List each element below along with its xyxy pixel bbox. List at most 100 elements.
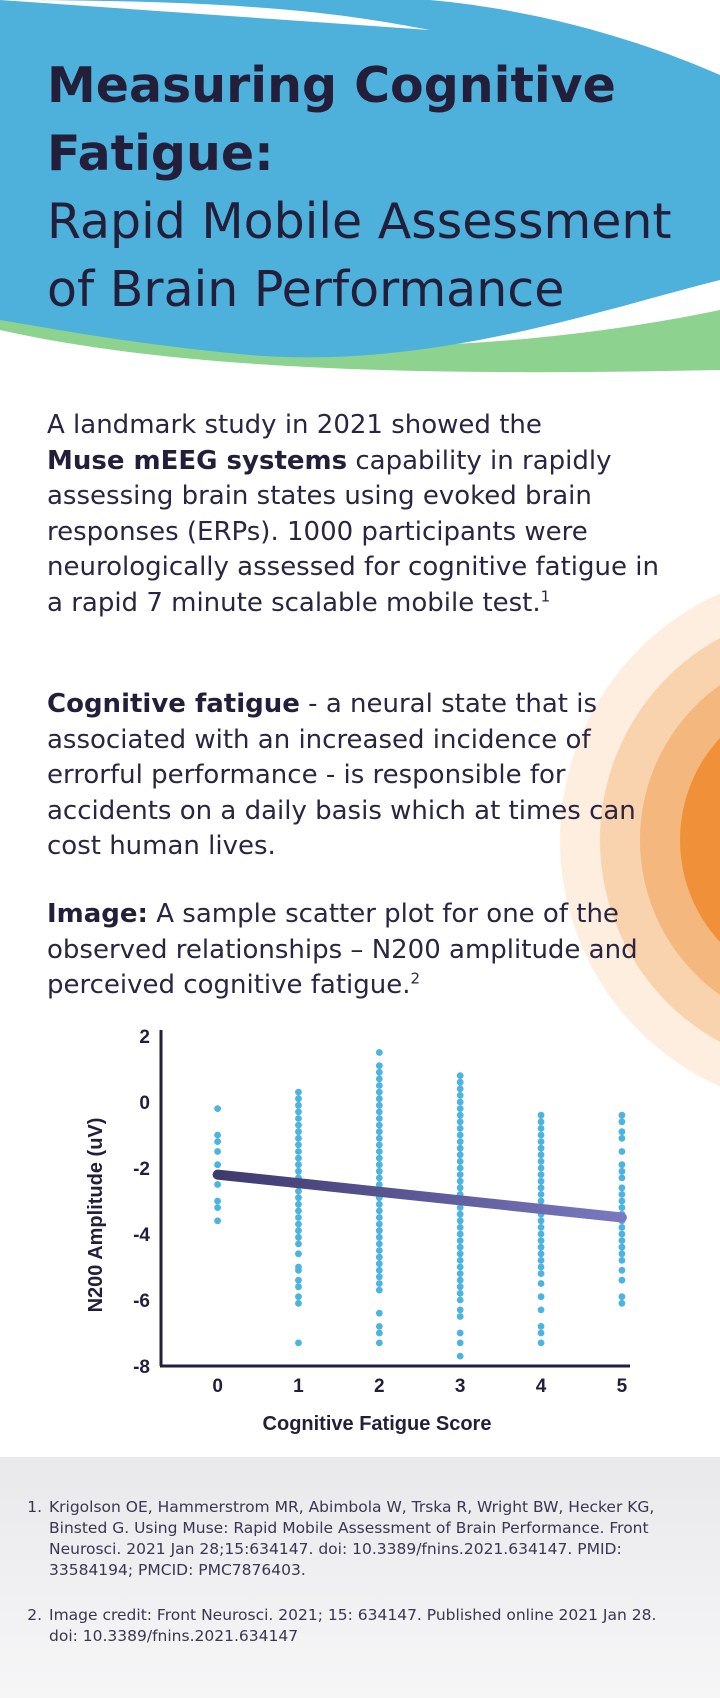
data-points-group (214, 1049, 626, 1360)
references-footer: Krigolson OE, Hammerstrom MR, Abimbola W… (0, 1457, 720, 1698)
scatter-chart: 2 0 -2 -4 -6 -8 0 1 2 3 4 5 Cognitive Fatigue Scor… (85, 1027, 630, 1435)
x-tick-label: 3 (455, 1376, 466, 1397)
data-point (295, 1339, 302, 1347)
data-point (618, 1128, 626, 1136)
data-point (375, 1247, 383, 1254)
header-wave-background (0, 0, 720, 373)
data-point (375, 1161, 383, 1169)
data-point (618, 1161, 626, 1169)
header-top-white-curve (430, 0, 720, 75)
data-point (214, 1148, 222, 1155)
title-line-4: of Brain Performance (47, 261, 565, 318)
data-point (456, 1092, 464, 1099)
intro-text-after: capability in rapidly assessing brain st… (47, 445, 659, 618)
y-tick-label: -6 (133, 1291, 150, 1312)
title-line-2: Fatigue: (47, 125, 274, 182)
data-point (537, 1306, 545, 1314)
data-point (456, 1184, 464, 1192)
data-point (295, 1148, 302, 1155)
data-point (456, 1230, 464, 1238)
data-point (537, 1243, 545, 1251)
data-point (456, 1257, 464, 1264)
data-point (456, 1290, 464, 1297)
data-point (375, 1134, 383, 1142)
data-point (456, 1283, 464, 1291)
data-point (375, 1121, 383, 1129)
data-point (618, 1148, 626, 1155)
data-point (375, 1148, 383, 1155)
decorative-orange-circles (560, 593, 720, 1087)
data-point (375, 1214, 383, 1221)
header-green-wave (0, 300, 720, 373)
data-point (375, 1227, 383, 1235)
data-point (618, 1118, 626, 1126)
y-tick-label: 2 (139, 1027, 150, 1048)
data-point (537, 1158, 545, 1165)
data-point (375, 1049, 383, 1056)
data-point (214, 1105, 222, 1112)
data-point (618, 1134, 626, 1142)
data-point (375, 1266, 383, 1274)
data-point (456, 1131, 464, 1139)
x-tick-labels: 0 1 2 3 4 5 (212, 1376, 627, 1397)
x-tick-label: 1 (293, 1376, 304, 1397)
data-point (618, 1167, 626, 1175)
data-point (456, 1224, 464, 1231)
data-point (618, 1224, 626, 1231)
x-tick-label: 2 (374, 1376, 385, 1397)
data-point (456, 1313, 464, 1320)
data-point (537, 1171, 545, 1178)
data-point (537, 1125, 545, 1132)
title-line-3: Rapid Mobile Assessment (47, 193, 672, 250)
data-point (456, 1111, 464, 1119)
data-point (537, 1131, 545, 1139)
data-point (375, 1329, 383, 1337)
x-tick-label: 4 (536, 1376, 547, 1397)
data-point (537, 1191, 545, 1198)
data-point (375, 1181, 383, 1188)
data-point (375, 1154, 383, 1162)
data-point (456, 1151, 464, 1159)
data-point (375, 1128, 383, 1136)
data-point (456, 1270, 464, 1277)
data-point (295, 1154, 302, 1162)
data-point (537, 1257, 545, 1264)
data-point (456, 1085, 464, 1093)
data-point (537, 1151, 545, 1159)
y-axis-label: N200 Amplitude (uV) (85, 1118, 107, 1313)
data-point (295, 1128, 302, 1136)
header-blue-wave (0, 0, 720, 358)
data-point (537, 1217, 545, 1225)
data-point (456, 1263, 464, 1271)
data-point (295, 1240, 302, 1248)
data-point (375, 1062, 383, 1070)
y-tick-label: -4 (133, 1225, 150, 1246)
data-point (456, 1339, 464, 1347)
data-point (618, 1299, 626, 1307)
data-point (295, 1141, 302, 1149)
data-point (456, 1306, 464, 1314)
data-point (456, 1144, 464, 1152)
data-point (618, 1293, 626, 1301)
data-point (456, 1352, 464, 1360)
data-point (618, 1204, 626, 1211)
data-point (456, 1237, 464, 1244)
data-point (375, 1233, 383, 1241)
intro-bold: Muse mEEG systems (47, 445, 348, 476)
x-axis-label: Cognitive Fatigue Score (263, 1413, 492, 1435)
data-point (618, 1237, 626, 1244)
data-point (537, 1280, 545, 1287)
data-point (618, 1197, 626, 1205)
data-point (375, 1200, 383, 1208)
data-point (375, 1115, 383, 1122)
data-point (295, 1134, 302, 1142)
data-point (537, 1177, 545, 1185)
data-point (375, 1088, 383, 1096)
data-point (375, 1286, 383, 1294)
data-point (295, 1088, 302, 1096)
reference-item: Image credit: Front Neurosci. 2021; 15: … (47, 1605, 690, 1647)
data-point (618, 1276, 626, 1284)
data-point (295, 1115, 302, 1122)
data-point (537, 1138, 545, 1145)
data-point (375, 1082, 383, 1089)
